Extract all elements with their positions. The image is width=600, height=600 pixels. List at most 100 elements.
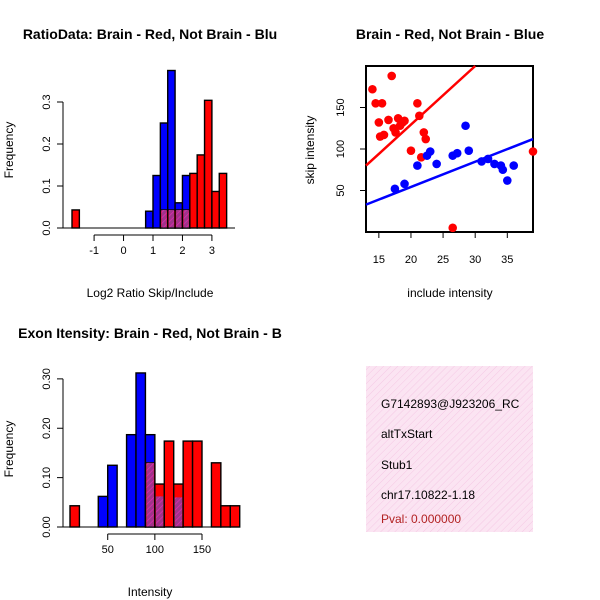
scatter-blue-point bbox=[400, 179, 409, 189]
ratio-red-bar bbox=[218, 172, 228, 229]
intensity-scatter-xlabel: include intensity bbox=[407, 286, 492, 300]
info-box-clip: G7142893@J923206_RC altTxStart Stub1 chr… bbox=[381, 397, 520, 526]
info-event-type: altTxStart bbox=[381, 427, 433, 441]
ratio-histogram-x-axis: -1 0 1 2 3 bbox=[89, 234, 215, 257]
ratio-blue-bar bbox=[144, 210, 154, 229]
ratio-histogram-ylabel: Frequency bbox=[2, 122, 16, 179]
scatter-blue-point bbox=[490, 159, 499, 169]
scatter-blue-point bbox=[498, 165, 508, 175]
exon-overlap-bar bbox=[155, 496, 164, 527]
exon-intensity-xlabel: Intensity bbox=[128, 585, 173, 599]
scatter-blue-point bbox=[425, 147, 435, 156]
exon-overlap-bar bbox=[146, 462, 154, 527]
ratio-y-tick-label: 0.0 bbox=[41, 220, 53, 235]
exon-red-bar bbox=[210, 462, 222, 528]
exon-red-bar bbox=[163, 440, 175, 528]
scatter-red-point bbox=[377, 99, 387, 108]
ratio-red-bar bbox=[211, 190, 220, 229]
scatter-blue-point bbox=[390, 184, 400, 194]
exon-blue-bar bbox=[107, 464, 118, 528]
ratio-y-tick-label: 0.2 bbox=[41, 136, 53, 151]
scatter-red-point bbox=[374, 118, 384, 127]
scatter-red-point bbox=[371, 99, 380, 108]
scatter-red-point bbox=[379, 130, 389, 140]
info-gene-id: G7142893@J923206_RC bbox=[381, 397, 520, 411]
ratio-blue-bar bbox=[152, 174, 162, 229]
info-box: G7142893@J923206_RC altTxStart Stub1 chr… bbox=[366, 366, 533, 532]
scatter-blue-point bbox=[509, 161, 519, 170]
ratio-histogram-title: RatioData: Brain - Red, Not Brain - Blu bbox=[23, 26, 277, 42]
ratio-blue-bar bbox=[167, 69, 176, 229]
exon-y-tick-label: 0.10 bbox=[41, 467, 53, 488]
scatter-red-point bbox=[406, 146, 416, 155]
ratio-x-tick-label: 3 bbox=[209, 245, 215, 257]
scatter-y-tick-label: 150 bbox=[335, 98, 347, 116]
ratio-x-tick-label: 1 bbox=[150, 245, 156, 257]
ratio-histogram-y-axis: 0.0 0.1 0.2 0.3 bbox=[41, 94, 64, 236]
ratio-overlap-bar bbox=[183, 209, 189, 228]
scatter-red-point bbox=[368, 84, 377, 94]
scatter-red-point bbox=[384, 115, 393, 125]
scatter-y-tick-label: 100 bbox=[335, 140, 347, 158]
exon-blue-bar bbox=[97, 495, 109, 528]
exon-red-bar bbox=[229, 505, 241, 528]
exon-red-bar bbox=[182, 440, 194, 528]
scatter-x-tick-label: 20 bbox=[405, 254, 417, 266]
scatter-x-tick-label: 35 bbox=[501, 254, 513, 266]
intensity-scatter-y-axis: 50 100 150 bbox=[335, 98, 366, 197]
info-stub-label: Stub1 bbox=[381, 458, 413, 472]
ratio-red-bar bbox=[196, 154, 206, 229]
scatter-x-tick-label: 25 bbox=[437, 254, 449, 266]
ratio-overlap-bar bbox=[176, 209, 182, 228]
scatter-red-point bbox=[528, 147, 538, 156]
exon-blue-bar bbox=[135, 372, 147, 528]
ratio-red-bar bbox=[189, 172, 198, 229]
ratio-overlap-bar bbox=[168, 209, 175, 228]
ratio-x-tick-label: 0 bbox=[120, 245, 126, 257]
exon-intensity-histogram: Exon Itensity: Brain - Red, Not Brain - … bbox=[2, 325, 282, 599]
scatter-red-point bbox=[413, 99, 422, 108]
info-box-background bbox=[366, 366, 533, 532]
scatter-blue-point bbox=[483, 154, 493, 164]
intensity-scatter-x-axis: 15 20 25 30 35 bbox=[373, 232, 513, 266]
ratio-red-bar bbox=[203, 99, 213, 229]
exon-red-bar bbox=[191, 440, 203, 528]
scatter-red-point bbox=[400, 116, 409, 126]
scatter-red-point bbox=[415, 111, 424, 121]
exon-y-tick-label: 0.20 bbox=[41, 418, 53, 439]
exon-intensity-bars bbox=[69, 372, 241, 528]
intensity-scatter-points bbox=[368, 71, 538, 233]
ratio-overlap-bar bbox=[161, 209, 167, 228]
exon-intensity-title: Exon Itensity: Brain - Red, Not Brain - … bbox=[18, 325, 282, 341]
scatter-blue-point bbox=[432, 159, 441, 169]
exon-red-bar bbox=[69, 505, 81, 528]
exon-x-tick-label: 150 bbox=[193, 544, 211, 556]
intensity-scatter: Brain - Red, Not Brain - Blue 15 20 25 30 35… bbox=[303, 26, 544, 300]
ratio-histogram-xlabel: Log2 Ratio Skip/Include bbox=[87, 286, 214, 300]
ratio-y-tick-label: 0.1 bbox=[41, 178, 53, 193]
ratio-x-tick-label: 2 bbox=[179, 245, 185, 257]
exon-red-bar bbox=[220, 505, 231, 528]
exon-blue-bar bbox=[125, 433, 137, 528]
scatter-red-point bbox=[448, 223, 458, 233]
ratio-y-tick-label: 0.3 bbox=[41, 94, 53, 109]
scatter-blue-point bbox=[464, 146, 474, 155]
info-location: chr17.10822-1.18 bbox=[381, 488, 475, 502]
scatter-red-point bbox=[387, 71, 396, 81]
scatter-x-tick-label: 30 bbox=[469, 254, 481, 266]
intensity-scatter-title: Brain - Red, Not Brain - Blue bbox=[356, 26, 544, 42]
exon-intensity-x-axis: 50 100 150 bbox=[102, 533, 211, 556]
scatter-blue-point bbox=[503, 176, 512, 185]
info-pval: Pval: 0.000000 bbox=[381, 512, 461, 526]
scatter-blue-fit-line bbox=[365, 137, 534, 206]
intensity-scatter-ylabel: skip intensity bbox=[303, 116, 317, 185]
ratio-x-tick-label: -1 bbox=[89, 245, 99, 257]
scatter-x-tick-label: 15 bbox=[373, 254, 385, 266]
ratio-histogram: RatioData: Brain - Red, Not Brain - Blu … bbox=[2, 26, 277, 300]
exon-intensity-ylabel: Frequency bbox=[2, 421, 16, 478]
ratio-red-bar bbox=[71, 209, 81, 229]
exon-y-tick-label: 0.00 bbox=[41, 516, 53, 537]
scatter-blue-point bbox=[413, 161, 422, 170]
exon-intensity-y-axis: 0.00 0.10 0.20 0.30 bbox=[41, 368, 64, 538]
scatter-blue-point bbox=[452, 148, 462, 158]
